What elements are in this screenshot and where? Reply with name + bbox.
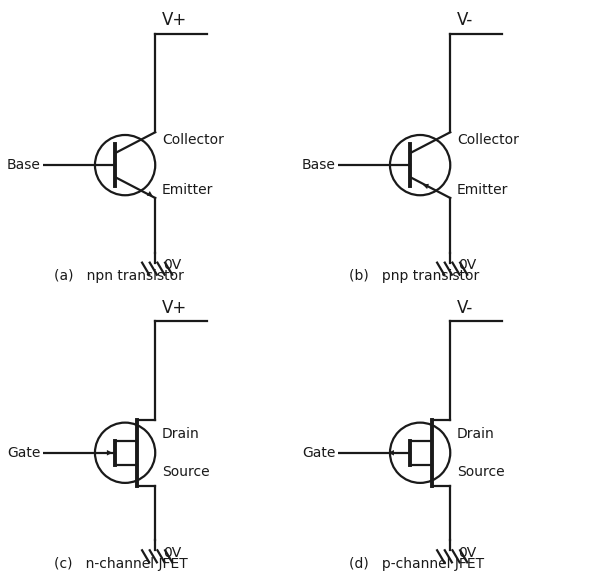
- Text: V+: V+: [162, 11, 187, 29]
- Text: Base: Base: [6, 158, 40, 172]
- Text: (a)   npn transistor: (a) npn transistor: [54, 269, 184, 283]
- Text: (d)   p-channel JFET: (d) p-channel JFET: [349, 556, 484, 570]
- Text: 0V: 0V: [458, 546, 477, 560]
- Text: Gate: Gate: [7, 446, 40, 460]
- Text: 0V: 0V: [163, 258, 182, 272]
- Text: 0V: 0V: [458, 258, 477, 272]
- Text: 0V: 0V: [163, 546, 182, 560]
- Text: Collector: Collector: [162, 133, 224, 147]
- Text: Base: Base: [301, 158, 335, 172]
- Text: Source: Source: [162, 465, 209, 479]
- Text: V-: V-: [457, 11, 473, 29]
- Text: Gate: Gate: [302, 446, 335, 460]
- Text: Emitter: Emitter: [162, 183, 213, 197]
- Text: (c)   n-channel JFET: (c) n-channel JFET: [54, 556, 188, 570]
- Text: V+: V+: [162, 299, 187, 317]
- Text: Drain: Drain: [162, 426, 200, 441]
- Text: (b)   pnp transistor: (b) pnp transistor: [349, 269, 479, 283]
- Text: Emitter: Emitter: [457, 183, 508, 197]
- Text: Collector: Collector: [457, 133, 519, 147]
- Text: Source: Source: [457, 465, 505, 479]
- Text: V-: V-: [457, 299, 473, 317]
- Text: Drain: Drain: [457, 426, 494, 441]
